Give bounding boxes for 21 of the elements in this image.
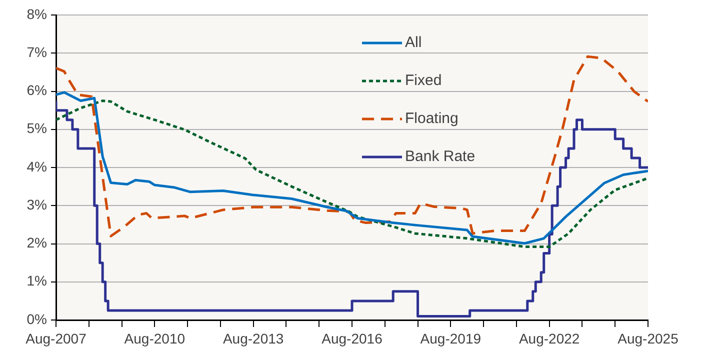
y-tick-label: 1% bbox=[26, 272, 47, 289]
y-tick-label: 8% bbox=[26, 6, 47, 22]
x-tick-label: Aug-2016 bbox=[322, 330, 383, 346]
y-tick-label: 3% bbox=[26, 196, 47, 212]
x-tick-label: Aug-2007 bbox=[26, 330, 87, 346]
y-tick-label: 7% bbox=[26, 44, 47, 60]
legend-label: Floating bbox=[405, 110, 458, 128]
x-tick-label: Aug-2019 bbox=[420, 330, 482, 346]
x-tick-label: Aug-2010 bbox=[124, 330, 186, 346]
x-tick-label: Aug-2025 bbox=[618, 330, 679, 346]
line-series bbox=[56, 55, 648, 238]
y-tick-label: 2% bbox=[26, 234, 47, 251]
y-tick-label: 5% bbox=[26, 120, 47, 136]
legend-label: All bbox=[405, 34, 422, 52]
legend-label: Fixed bbox=[405, 72, 442, 90]
x-tick-label: Aug-2022 bbox=[518, 330, 580, 346]
y-tick-label: 0% bbox=[26, 310, 47, 327]
y-tick-label: 6% bbox=[26, 82, 47, 98]
x-tick-label: Aug-2013 bbox=[222, 330, 284, 346]
y-tick-label: 4% bbox=[26, 158, 47, 174]
legend-label: Bank Rate bbox=[405, 148, 476, 166]
